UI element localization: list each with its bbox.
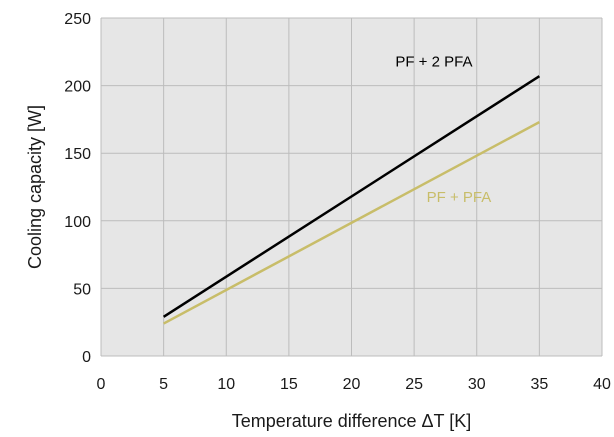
x-tick-label-5: 25 bbox=[405, 376, 423, 393]
x-axis-label: Temperature difference ΔT [K] bbox=[232, 411, 471, 431]
grid bbox=[100, 17, 603, 357]
y-tick-label-3: 150 bbox=[64, 146, 91, 163]
x-tick-label-6: 30 bbox=[468, 376, 486, 393]
x-tick-label-0: 0 bbox=[97, 376, 106, 393]
y-tick-label-4: 200 bbox=[64, 79, 91, 96]
series-line-1 bbox=[163, 121, 540, 325]
series-lines bbox=[162, 75, 541, 325]
y-tick-label-0: 0 bbox=[82, 349, 91, 366]
x-tick-label-1: 5 bbox=[159, 376, 168, 393]
x-tick-label-3: 15 bbox=[280, 376, 298, 393]
y-tick-label-1: 50 bbox=[73, 281, 91, 298]
x-axis-ticks: 0 5 10 15 20 25 30 35 40 bbox=[97, 376, 611, 393]
series-line-0 bbox=[162, 75, 541, 318]
y-axis-label: Cooling capacity [W] bbox=[25, 105, 45, 269]
x-tick-label-2: 10 bbox=[217, 376, 235, 393]
series-labels: PF + 2 PFA PF + PFA bbox=[395, 54, 491, 206]
x-tick-label-7: 35 bbox=[530, 376, 548, 393]
y-tick-label-2: 100 bbox=[64, 214, 91, 231]
y-tick-label-5: 250 bbox=[64, 11, 91, 28]
series-label-1: PF + PFA bbox=[427, 189, 492, 206]
x-tick-label-8: 40 bbox=[593, 376, 611, 393]
y-axis-ticks: 0 50 100 150 200 250 bbox=[64, 11, 91, 366]
series-label-0: PF + 2 PFA bbox=[395, 54, 472, 71]
x-tick-label-4: 20 bbox=[343, 376, 361, 393]
